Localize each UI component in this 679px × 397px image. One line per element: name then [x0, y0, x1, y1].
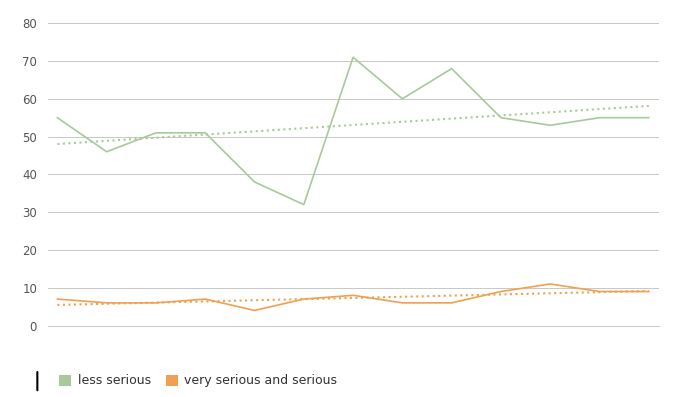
- Legend: less serious, very serious and serious: less serious, very serious and serious: [54, 370, 342, 392]
